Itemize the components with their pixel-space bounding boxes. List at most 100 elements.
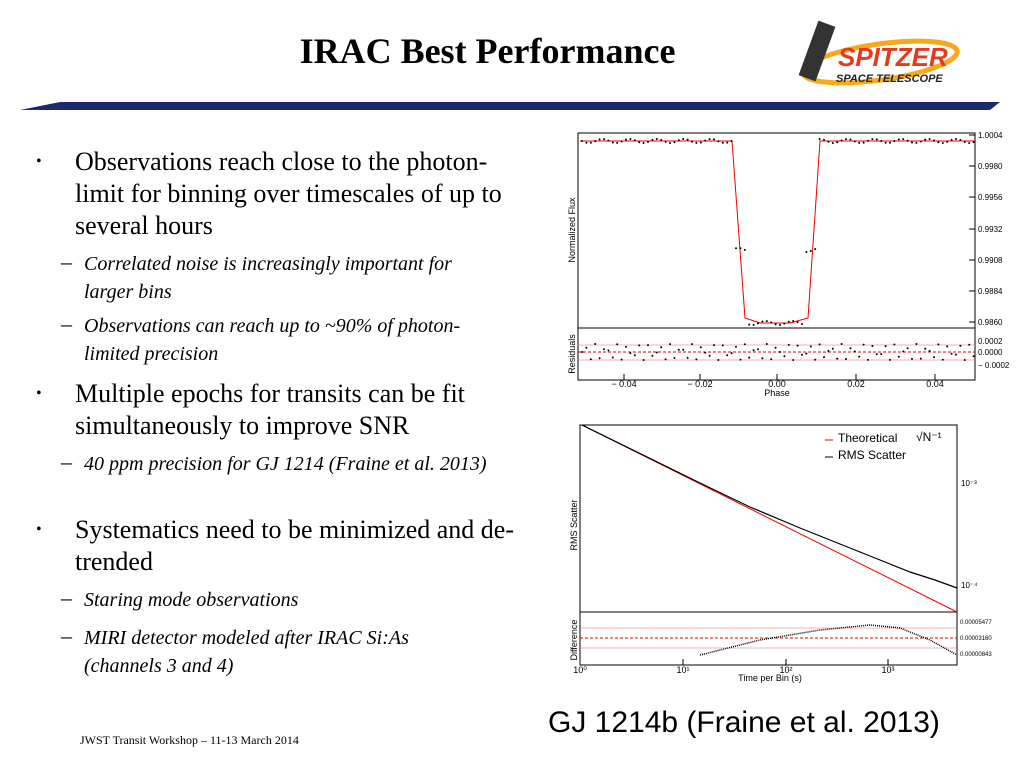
residual-point — [950, 352, 953, 355]
residual-point — [735, 345, 737, 348]
point — [792, 320, 795, 323]
point — [968, 141, 971, 144]
residual-point — [823, 356, 825, 359]
legend-box — [820, 428, 955, 462]
x-tick-label: 10¹ — [676, 665, 689, 675]
point — [629, 138, 632, 141]
point — [889, 141, 891, 144]
legend-label: Theoretical — [838, 431, 897, 445]
point — [862, 141, 865, 144]
residual-point — [941, 358, 944, 361]
point — [695, 141, 698, 144]
point — [893, 140, 896, 143]
point — [955, 138, 957, 141]
title-rule — [20, 102, 1000, 110]
point — [660, 138, 663, 141]
residual-label: Residuals — [567, 334, 577, 374]
sub-bullet-text: Staring mode observations — [84, 589, 299, 611]
sub-bullet-text: 40 ppm precision for GJ 1214 (Fraine et … — [84, 453, 487, 475]
point — [655, 138, 658, 141]
point — [691, 140, 693, 143]
point — [611, 141, 614, 144]
x-tick-label: 10⁰ — [573, 665, 587, 675]
bullet-text: Systematics need to be minimized and de-… — [75, 515, 514, 576]
sub-bullet-text: Observations can reach up to ~90% of pho… — [84, 315, 461, 365]
point — [902, 138, 905, 141]
residual-point — [787, 343, 790, 346]
point — [620, 140, 623, 143]
point — [669, 141, 671, 144]
footer: JWST Transit Workshop – 11-13 March 2014 — [80, 733, 299, 747]
residual-point — [695, 358, 698, 361]
residual-point — [871, 345, 874, 348]
point — [589, 141, 592, 144]
residual-point — [770, 358, 773, 361]
residual-point — [933, 356, 935, 359]
point — [937, 141, 940, 144]
residual-point — [721, 344, 724, 347]
difference-curve — [699, 624, 958, 656]
x-axis-label: Phase — [764, 388, 790, 398]
y-tick-label: 10⁻⁴ — [961, 581, 978, 590]
residual-point — [638, 344, 641, 347]
point — [818, 138, 821, 141]
point — [867, 139, 869, 142]
point — [840, 139, 843, 142]
residual-point — [955, 353, 957, 356]
residual-point — [673, 356, 676, 359]
residual-point — [867, 358, 869, 361]
residual-point — [598, 357, 601, 360]
residual-point — [629, 352, 632, 355]
residual-point — [585, 346, 588, 349]
y-tick-label: 0.9956 — [978, 193, 1003, 202]
point — [713, 138, 715, 141]
point — [633, 139, 636, 142]
point — [941, 141, 944, 144]
point — [783, 322, 786, 325]
residual-point — [589, 358, 592, 361]
point — [765, 320, 768, 323]
point — [779, 323, 781, 326]
point — [845, 138, 847, 141]
residual-point — [915, 343, 918, 346]
residual-point — [902, 350, 905, 353]
residual-point — [796, 344, 799, 347]
residual-point — [805, 352, 808, 355]
residual-point — [660, 346, 663, 349]
point — [708, 138, 711, 141]
y-tick-label: 0.9860 — [978, 318, 1003, 327]
legend-label: RMS Scatter — [838, 448, 906, 462]
residual-point — [603, 348, 605, 351]
point — [875, 138, 878, 141]
residual-point — [607, 349, 610, 352]
point — [823, 138, 825, 141]
rms-curve — [581, 424, 958, 589]
point — [924, 138, 927, 141]
point — [739, 247, 742, 250]
residual-point — [779, 351, 781, 354]
point — [598, 138, 601, 141]
residual-point — [765, 343, 768, 346]
point — [919, 140, 922, 143]
point — [897, 138, 900, 141]
residual-point — [862, 343, 865, 346]
plot-frame — [577, 132, 976, 329]
difference-label: Difference — [569, 620, 579, 661]
residual-point — [651, 354, 654, 357]
point — [946, 140, 949, 143]
point — [757, 322, 759, 325]
residual-point — [581, 351, 583, 353]
residual-point — [726, 354, 729, 357]
point — [928, 138, 931, 141]
residual-point — [699, 346, 702, 349]
point — [585, 141, 588, 144]
point — [787, 320, 790, 323]
sqrt-label: √N⁻¹ — [916, 430, 942, 444]
sub-dash: – — [61, 311, 72, 336]
residual-point — [849, 347, 852, 350]
residual-point — [792, 358, 795, 361]
residual-point — [911, 357, 913, 360]
point — [642, 141, 645, 144]
